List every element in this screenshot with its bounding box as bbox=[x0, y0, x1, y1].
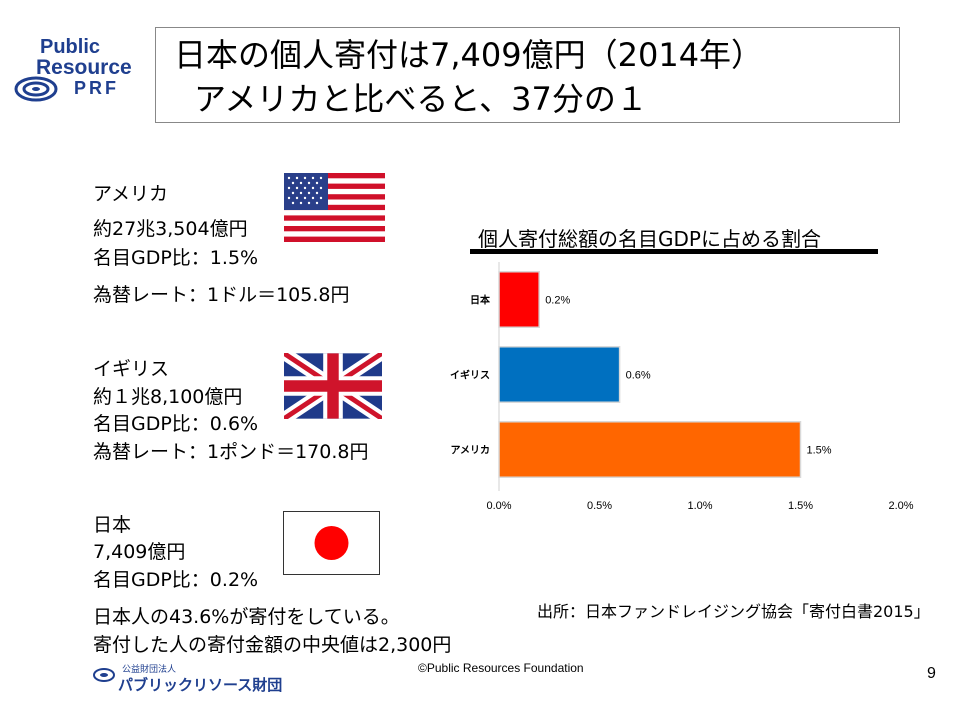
japan-flag-icon bbox=[283, 511, 380, 575]
uk-amount: 約１兆8,100億円 bbox=[93, 386, 243, 408]
category-label-2: アメリカ bbox=[451, 445, 491, 457]
prf-logo: Public Resource PRF bbox=[14, 36, 144, 106]
category-label-1: イギリス bbox=[450, 369, 490, 382]
logo-text-public: Public bbox=[40, 36, 101, 58]
uk-name: イギリス bbox=[93, 358, 170, 380]
category-label-0: 日本 bbox=[470, 294, 491, 307]
uk-exchange-rate: 為替レート：1ポンド＝170.8円 bbox=[93, 441, 369, 463]
x-tick-label-1: 0.5% bbox=[587, 500, 612, 512]
x-tick-label-4: 2.0% bbox=[888, 500, 913, 512]
page-title-line2: アメリカと比べると、37分の１ bbox=[194, 80, 648, 118]
title-box: 日本の個人寄付は7,409億円（2014年） アメリカと比べると、37分の１ bbox=[155, 27, 900, 123]
logo-text-resource: Resource bbox=[36, 56, 132, 79]
page-number: 9 bbox=[927, 665, 936, 682]
bar-1 bbox=[498, 346, 621, 403]
bar-0 bbox=[498, 271, 540, 328]
japan-median-donation: 寄付した人の寄付金額の中央値は2,300円 bbox=[93, 634, 452, 656]
footer-org-type: 公益財団法人 bbox=[122, 665, 177, 675]
footer-logo-icon bbox=[93, 668, 115, 682]
usa-amount: 約27兆3,504億円 bbox=[93, 218, 248, 240]
bar-2 bbox=[498, 421, 802, 478]
uk-gdp-ratio: 名目GDP比：0.6% bbox=[93, 413, 259, 435]
x-tick-label-3: 1.5% bbox=[788, 500, 813, 512]
value-label-1: 0.6% bbox=[626, 370, 651, 382]
gdp-ratio-bar-chart: 日本 0.2% イギリス 0.6% アメリカ 1.5% 0.0% 0.5% 1.0% 1.5% 2.… bbox=[450, 262, 914, 512]
footer-copyright: ©Public Resources Foundation bbox=[418, 661, 584, 675]
x-tick-label-0: 0.0% bbox=[486, 500, 511, 512]
footer-org-name: パブリックリソース財団 bbox=[118, 676, 283, 694]
logo-text-prf: PRF bbox=[74, 78, 119, 98]
usa-name: アメリカ bbox=[93, 183, 169, 205]
source-note: 出所：日本ファンドレイジング協会「寄付白書2015」 bbox=[537, 602, 930, 621]
x-tick-label-2: 1.0% bbox=[687, 500, 712, 512]
chart-title-rule bbox=[470, 249, 878, 254]
usa-flag-icon bbox=[284, 173, 385, 242]
value-label-2: 1.5% bbox=[807, 445, 832, 457]
uk-flag-icon bbox=[284, 353, 382, 419]
japan-amount: 7,409億円 bbox=[93, 541, 186, 563]
chart-title: 個人寄付総額の名目GDPに占める割合 bbox=[478, 227, 821, 251]
usa-exchange-rate: 為替レート：1ドル＝105.8円 bbox=[93, 284, 350, 306]
usa-gdp-ratio: 名目GDP比：1.5% bbox=[93, 247, 259, 269]
value-label-0: 0.2% bbox=[545, 295, 570, 307]
japan-gdp-ratio: 名目GDP比：0.2% bbox=[93, 569, 259, 591]
logo-swirl-icon bbox=[14, 76, 58, 102]
page-title-line1: 日本の個人寄付は7,409億円（2014年） bbox=[174, 36, 764, 74]
japan-donor-rate: 日本人の43.6%が寄付をしている。 bbox=[93, 606, 400, 628]
japan-name: 日本 bbox=[93, 514, 132, 536]
